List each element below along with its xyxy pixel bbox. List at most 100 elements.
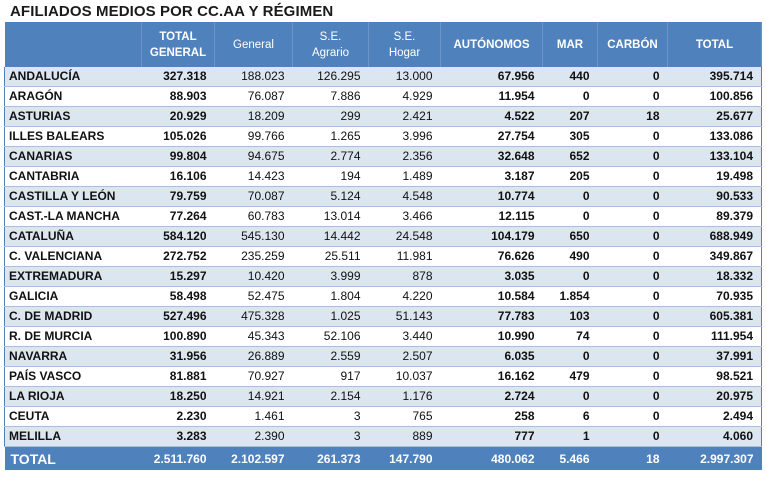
cell-agrario: 1.265 bbox=[292, 126, 369, 147]
cell-region: ANDALUCÍA bbox=[4, 67, 142, 87]
cell-total: 133.086 bbox=[667, 126, 762, 147]
cell-mar: 0 bbox=[542, 206, 598, 227]
cell-general: 52.475 bbox=[214, 286, 293, 307]
cell-mar: 0 bbox=[542, 86, 598, 107]
cell-general: 2.390 bbox=[214, 426, 293, 447]
cell-carbon: 0 bbox=[597, 286, 668, 307]
header-autonomos-line1: AUTÓNOMOS bbox=[453, 38, 530, 51]
header-total: TOTAL bbox=[667, 22, 762, 67]
table-body: ANDALUCÍA 327.318 188.023 126.295 13.000 67.9… bbox=[4, 67, 762, 447]
cell-agrario: 3 bbox=[292, 406, 369, 427]
cell-agrario: 126.295 bbox=[292, 67, 369, 87]
cell-autonomos: 67.956 bbox=[440, 67, 543, 87]
cell-total-general: 77.264 bbox=[141, 206, 215, 227]
cell-general: 94.675 bbox=[214, 146, 293, 167]
totals-total-general: 2.511.760 bbox=[141, 446, 215, 470]
header-hogar-line1: S.E. bbox=[393, 30, 416, 43]
cell-region: CANARIAS bbox=[4, 146, 142, 167]
cell-carbon: 0 bbox=[597, 166, 668, 187]
totals-autonomos: 480.062 bbox=[440, 446, 543, 470]
cell-autonomos: 12.115 bbox=[440, 206, 543, 227]
cell-carbon: 0 bbox=[597, 226, 668, 247]
cell-agrario: 1.025 bbox=[292, 306, 369, 327]
table-row: MELILLA 3.283 2.390 3 889 777 1 0 4.060 bbox=[4, 426, 762, 447]
cell-total-general: 31.956 bbox=[141, 346, 215, 367]
table-row: GALICIA 58.498 52.475 1.804 4.220 10.584 1.854… bbox=[4, 286, 762, 307]
totals-row: TOTAL 2.511.760 2.102.597 261.373 147.79… bbox=[4, 446, 762, 470]
cell-agrario: 2.154 bbox=[292, 386, 369, 407]
cell-total-general: 3.283 bbox=[141, 426, 215, 447]
cell-carbon: 0 bbox=[597, 406, 668, 427]
table-row: C. VALENCIANA 272.752 235.259 25.511 11.981 7… bbox=[4, 246, 762, 267]
cell-total: 605.381 bbox=[667, 306, 762, 327]
cell-autonomos: 76.626 bbox=[440, 246, 543, 267]
cell-hogar: 3.466 bbox=[368, 206, 441, 227]
header-autonomos: AUTÓNOMOS bbox=[440, 22, 543, 67]
cell-mar: 305 bbox=[542, 126, 598, 147]
cell-total: 37.991 bbox=[667, 346, 762, 367]
header-agrario: S.E. Agrario bbox=[292, 22, 369, 67]
cell-total-general: 16.106 bbox=[141, 166, 215, 187]
cell-hogar: 4.220 bbox=[368, 286, 441, 307]
header-total-general-line2: GENERAL bbox=[149, 46, 207, 59]
cell-carbon: 18 bbox=[597, 106, 668, 127]
cell-total: 70.935 bbox=[667, 286, 762, 307]
cell-total: 90.533 bbox=[667, 186, 762, 207]
cell-total-general: 20.929 bbox=[141, 106, 215, 127]
cell-total-general: 100.890 bbox=[141, 326, 215, 347]
table-footer: TOTAL 2.511.760 2.102.597 261.373 147.79… bbox=[4, 446, 762, 470]
cell-autonomos: 16.162 bbox=[440, 366, 543, 387]
cell-total-general: 2.230 bbox=[141, 406, 215, 427]
header-mar: MAR bbox=[542, 22, 598, 67]
cell-hogar: 2.421 bbox=[368, 106, 441, 127]
totals-total: 2.997.307 bbox=[667, 446, 762, 470]
header-row: TOTAL GENERAL General S.E. Agrario S.E. Hogar A… bbox=[4, 22, 762, 67]
cell-total: 19.498 bbox=[667, 166, 762, 187]
cell-total: 100.856 bbox=[667, 86, 762, 107]
cell-carbon: 0 bbox=[597, 326, 668, 347]
cell-carbon: 0 bbox=[597, 266, 668, 287]
header-empty bbox=[4, 22, 142, 67]
header-total-general: TOTAL GENERAL bbox=[141, 22, 215, 67]
cell-region: ILLES BALEARS bbox=[4, 126, 142, 147]
cell-region: ASTURIAS bbox=[4, 106, 142, 127]
cell-agrario: 25.511 bbox=[292, 246, 369, 267]
cell-total-general: 81.881 bbox=[141, 366, 215, 387]
cell-hogar: 10.037 bbox=[368, 366, 441, 387]
cell-mar: 0 bbox=[542, 386, 598, 407]
cell-hogar: 878 bbox=[368, 266, 441, 287]
cell-total: 349.867 bbox=[667, 246, 762, 267]
cell-hogar: 1.489 bbox=[368, 166, 441, 187]
totals-agrario: 261.373 bbox=[292, 446, 369, 470]
cell-total: 111.954 bbox=[667, 326, 762, 347]
cell-carbon: 0 bbox=[597, 186, 668, 207]
table-row: CANARIAS 99.804 94.675 2.774 2.356 32.648 652 0… bbox=[4, 146, 762, 167]
cell-hogar: 4.548 bbox=[368, 186, 441, 207]
cell-region: EXTREMADURA bbox=[4, 266, 142, 287]
table-row: CATALUÑA 584.120 545.130 14.442 24.548 104.17… bbox=[4, 226, 762, 247]
cell-carbon: 0 bbox=[597, 386, 668, 407]
cell-total: 2.494 bbox=[667, 406, 762, 427]
header-hogar: S.E. Hogar bbox=[368, 22, 441, 67]
cell-mar: 1.854 bbox=[542, 286, 598, 307]
table-row: NAVARRA 31.956 26.889 2.559 2.507 6.035 0 0 37.9… bbox=[4, 346, 762, 367]
cell-general: 1.461 bbox=[214, 406, 293, 427]
cell-carbon: 0 bbox=[597, 306, 668, 327]
table-header: TOTAL GENERAL General S.E. Agrario S.E. Hogar A… bbox=[4, 22, 762, 67]
cell-autonomos: 104.179 bbox=[440, 226, 543, 247]
cell-agrario: 13.014 bbox=[292, 206, 369, 227]
cell-autonomos: 10.774 bbox=[440, 186, 543, 207]
totals-mar: 5.466 bbox=[542, 446, 598, 470]
cell-agrario: 7.886 bbox=[292, 86, 369, 107]
cell-autonomos: 27.754 bbox=[440, 126, 543, 147]
cell-general: 14.921 bbox=[214, 386, 293, 407]
cell-carbon: 0 bbox=[597, 366, 668, 387]
cell-mar: 207 bbox=[542, 106, 598, 127]
cell-region: NAVARRA bbox=[4, 346, 142, 367]
cell-autonomos: 4.522 bbox=[440, 106, 543, 127]
cell-carbon: 0 bbox=[597, 67, 668, 87]
header-total-general-line1: TOTAL bbox=[159, 30, 197, 43]
cell-total-general: 58.498 bbox=[141, 286, 215, 307]
cell-autonomos: 32.648 bbox=[440, 146, 543, 167]
cell-hogar: 2.356 bbox=[368, 146, 441, 167]
